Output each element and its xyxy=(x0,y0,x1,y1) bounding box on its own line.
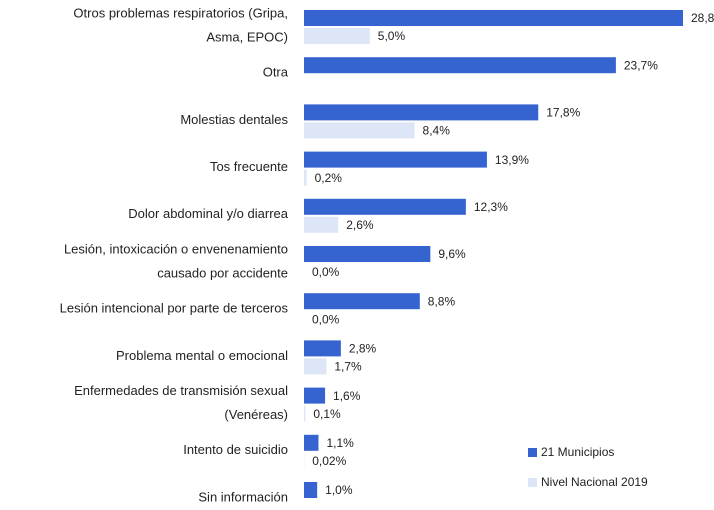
category-label: Problema mental o emocional xyxy=(116,348,288,363)
bar xyxy=(304,482,318,498)
category-label: Otros problemas respiratorios (Gripa, xyxy=(73,5,288,20)
bar xyxy=(304,198,466,215)
value-label: 8,8% xyxy=(428,294,456,308)
category-label: Dolor abdominal y/o diarrea xyxy=(128,206,288,221)
value-label: 0,0% xyxy=(312,312,340,326)
bar xyxy=(304,387,326,404)
category-label: Lesión intencional por parte de terceros xyxy=(60,301,289,316)
legend-label: Nivel Nacional 2019 xyxy=(541,475,648,489)
value-label: 12,3% xyxy=(474,200,508,214)
bar xyxy=(304,28,370,44)
bar xyxy=(304,216,339,233)
category-label: Asma, EPOC) xyxy=(206,29,288,44)
bar xyxy=(304,57,616,74)
bar xyxy=(304,10,683,26)
category-label: Lesión, intoxicación o envenenamiento xyxy=(64,241,288,256)
category-label: Molestias dentales xyxy=(180,112,288,127)
category-label: Enfermedades de transmisión sexual xyxy=(74,383,288,398)
value-label: 1,6% xyxy=(333,389,361,403)
value-label: 5,0% xyxy=(378,29,406,43)
bar xyxy=(304,104,539,121)
bar xyxy=(304,169,307,186)
value-label: 0,0% xyxy=(312,265,340,279)
legend-label: 21 Municipios xyxy=(541,445,614,459)
value-label: 0,2% xyxy=(315,171,343,185)
legend-swatch xyxy=(528,478,537,487)
bar xyxy=(304,151,487,168)
category-label: Otra xyxy=(263,65,289,80)
bar xyxy=(304,293,420,310)
value-label: 8,4% xyxy=(423,124,451,138)
category-label: causado por accidente xyxy=(157,265,288,280)
value-label: 1,7% xyxy=(334,360,362,374)
category-label: (Venéreas) xyxy=(224,407,288,422)
value-label: 9,6% xyxy=(438,247,466,261)
value-label: 0,1% xyxy=(313,407,341,421)
bar xyxy=(304,358,327,375)
category-label: Tos frecuente xyxy=(210,159,288,174)
bar xyxy=(304,340,341,357)
value-label: 17,8% xyxy=(546,106,580,120)
value-label: 0,02% xyxy=(312,454,346,468)
value-label: 28,8 xyxy=(691,11,714,25)
value-label: 2,6% xyxy=(346,218,374,232)
bar xyxy=(304,405,306,422)
bar xyxy=(304,246,431,262)
value-label: 1,0% xyxy=(325,483,353,497)
value-label: 13,9% xyxy=(495,153,529,167)
category-label: Intento de suicidio xyxy=(183,442,288,457)
bar xyxy=(304,122,415,139)
legend-swatch xyxy=(528,448,537,457)
value-label: 1,1% xyxy=(326,436,354,450)
value-label: 23,7% xyxy=(624,58,658,72)
bar xyxy=(304,434,319,451)
value-label: 2,8% xyxy=(349,342,377,356)
category-label: Sin información xyxy=(198,489,288,504)
